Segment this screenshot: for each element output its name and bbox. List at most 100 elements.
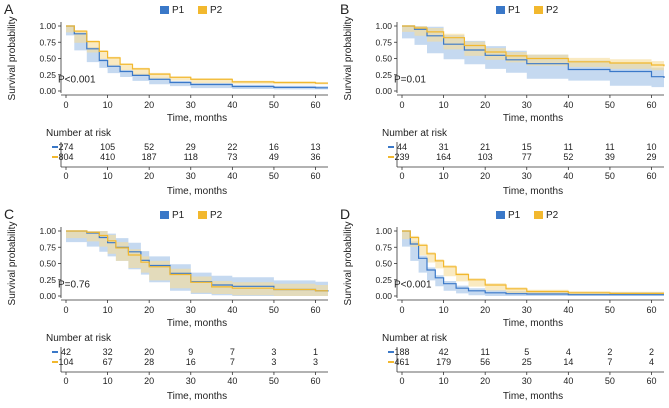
x-tick-label: 60 <box>647 100 657 110</box>
risk-table-title: Number at risk <box>46 128 112 139</box>
risk-count-p1: 42 <box>439 347 449 357</box>
legend-label-p1: P1 <box>172 210 185 221</box>
legend-swatch-p1 <box>160 211 169 219</box>
y-tick-label: 1.00 <box>375 21 392 31</box>
risk-count-p2: 239 <box>394 152 409 162</box>
risk-count-p1: 20 <box>144 347 154 357</box>
legend-label-p1: P1 <box>172 5 185 16</box>
p-value: P=0.76 <box>58 280 90 291</box>
y-tick-label: 0.75 <box>39 242 56 252</box>
legend-swatch-p2 <box>198 211 207 219</box>
p-value: P=0.01 <box>394 75 426 86</box>
risk-x-tick-label: 30 <box>186 171 196 181</box>
risk-x-tick-label: 20 <box>144 376 154 386</box>
risk-count-p2: 14 <box>563 357 573 367</box>
risk-count-p1: 11 <box>481 347 490 357</box>
legend-swatch-p1 <box>496 211 505 219</box>
risk-count-p2: 28 <box>144 357 154 367</box>
x-axis-label: Time, months <box>503 318 563 329</box>
risk-x-tick-label: 30 <box>186 376 196 386</box>
x-tick-label: 60 <box>311 305 321 315</box>
legend-label-p2: P2 <box>210 5 223 16</box>
y-tick-label: 1.00 <box>39 226 56 236</box>
y-tick-label: 0.00 <box>39 86 56 96</box>
risk-count-p1: 2 <box>607 347 612 357</box>
risk-count-p2: 187 <box>142 152 157 162</box>
x-tick-label: 50 <box>605 305 615 315</box>
risk-count-p1: 22 <box>227 142 237 152</box>
risk-count-p1: 11 <box>564 142 573 152</box>
legend-label-p1: P1 <box>508 210 521 221</box>
risk-count-p2: 7 <box>607 357 612 367</box>
y-axis-label: Survival probability <box>343 222 354 306</box>
risk-count-p1: 105 <box>100 142 115 152</box>
legend-label-p2: P2 <box>546 5 559 16</box>
survival-curve-p2 <box>66 25 328 84</box>
risk-x-tick-label: 60 <box>647 171 657 181</box>
risk-count-p1: 4 <box>566 347 571 357</box>
ci-band-p2 <box>66 26 328 85</box>
panel-label: A <box>4 1 14 17</box>
risk-x-tick-label: 40 <box>227 376 237 386</box>
x-axis-label: Time, months <box>167 113 227 124</box>
x-axis-label: Time, months <box>503 113 563 124</box>
legend-label-p2: P2 <box>210 210 223 221</box>
legend-swatch-p1 <box>160 6 169 14</box>
y-tick-label: 0.00 <box>375 86 392 96</box>
risk-count-p2: 77 <box>522 152 532 162</box>
x-tick-label: 10 <box>439 100 449 110</box>
ci-band-p2 <box>402 231 664 295</box>
risk-x-axis-label: Time, months <box>503 186 563 197</box>
ci-band-p1 <box>66 26 328 90</box>
risk-x-tick-label: 0 <box>399 171 404 181</box>
risk-x-tick-label: 40 <box>227 171 237 181</box>
risk-x-tick-label: 50 <box>605 376 615 386</box>
x-tick-label: 20 <box>480 100 490 110</box>
risk-count-p2: 3 <box>313 357 318 367</box>
y-axis-label: Survival probability <box>7 222 18 306</box>
risk-count-p1: 274 <box>58 142 73 152</box>
risk-x-tick-label: 20 <box>144 171 154 181</box>
ci-band-p1 <box>66 231 328 296</box>
risk-count-p1: 10 <box>647 142 657 152</box>
risk-x-tick-label: 0 <box>63 376 68 386</box>
risk-count-p2: 73 <box>227 152 237 162</box>
y-tick-label: 0.25 <box>39 275 56 285</box>
risk-x-tick-label: 60 <box>311 171 321 181</box>
risk-x-tick-label: 50 <box>269 376 279 386</box>
risk-x-tick-label: 20 <box>480 171 490 181</box>
risk-x-tick-label: 30 <box>522 376 532 386</box>
risk-count-p2: 118 <box>184 152 198 162</box>
survival-curve-p2 <box>66 230 328 292</box>
x-tick-label: 20 <box>480 305 490 315</box>
x-tick-label: 0 <box>399 100 404 110</box>
risk-count-p1: 188 <box>394 347 409 357</box>
y-tick-label: 0.75 <box>375 37 392 47</box>
y-tick-label: 0.25 <box>39 70 56 80</box>
x-tick-label: 10 <box>439 305 449 315</box>
p-value: P<0.001 <box>394 280 432 291</box>
risk-x-tick-label: 50 <box>605 171 615 181</box>
risk-x-tick-label: 60 <box>311 376 321 386</box>
risk-count-p1: 16 <box>269 142 279 152</box>
risk-table-title: Number at risk <box>382 333 448 344</box>
x-tick-label: 10 <box>103 100 113 110</box>
risk-count-p2: 104 <box>58 357 73 367</box>
risk-count-p1: 3 <box>271 347 276 357</box>
legend-swatch-p2 <box>198 6 207 14</box>
risk-count-p1: 44 <box>397 142 407 152</box>
risk-count-p1: 13 <box>311 142 321 152</box>
panel-a: A P1 P2 Survival probability 0.00 0.25 0.50 0.7… <box>4 1 328 197</box>
y-axis-label: Survival probability <box>7 17 18 101</box>
panel-c: C P1 P2 Survival probability 0.00 0.25 0.50 0.7… <box>4 206 329 402</box>
risk-count-p1: 9 <box>188 347 193 357</box>
legend-swatch-p1 <box>496 6 505 14</box>
risk-count-p1: 42 <box>61 347 71 357</box>
x-tick-label: 30 <box>522 100 532 110</box>
legend-swatch-p2 <box>534 6 543 14</box>
risk-count-p2: 67 <box>103 357 113 367</box>
risk-count-p1: 52 <box>144 142 154 152</box>
risk-count-p1: 31 <box>439 142 449 152</box>
risk-count-p2: 7 <box>230 357 235 367</box>
